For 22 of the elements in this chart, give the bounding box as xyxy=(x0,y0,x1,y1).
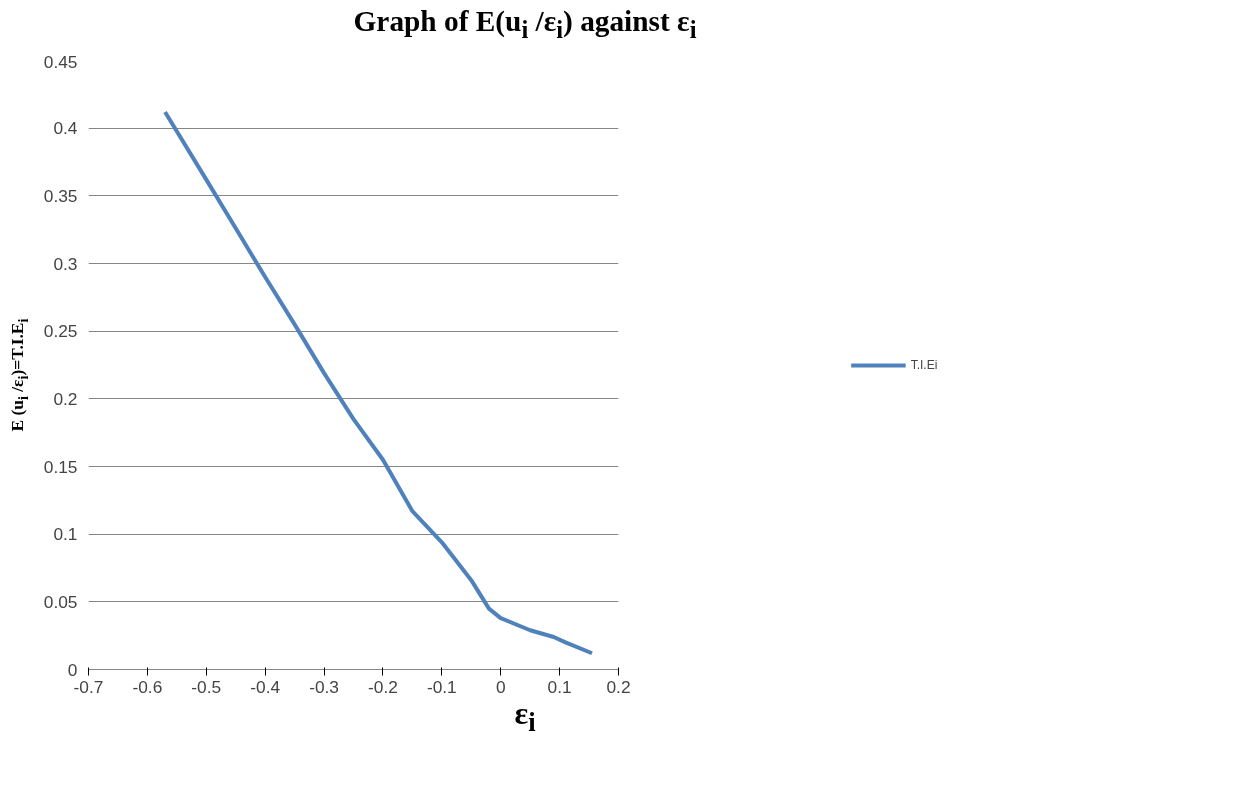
y-tick-label: 0.15 xyxy=(43,456,78,477)
x-tick-label: -0.1 xyxy=(426,676,457,697)
x-axis-title: ε$_{i}$ xyxy=(513,695,537,739)
x-tick-label: -0.4 xyxy=(250,676,281,697)
y-tick-label: 0.4 xyxy=(53,118,78,139)
x-tick-label: -0.5 xyxy=(191,676,222,697)
line-series xyxy=(163,109,594,656)
x-tick-label: 0 xyxy=(495,676,506,697)
y-tick-label: 0.45 xyxy=(43,51,78,72)
chart-title: Graph of E(u$_{i}$ /ε$_{i}$) against ε$_{i}$ xyxy=(352,5,698,44)
x-tick-label: 0.2 xyxy=(606,676,631,697)
y-tick-label: 0.35 xyxy=(43,185,78,206)
y-tick-label: 0.2 xyxy=(53,388,78,409)
y-tick-label: 0.1 xyxy=(53,524,78,545)
y-tick-label: 0.25 xyxy=(43,321,78,342)
y-tick-label: 0.05 xyxy=(43,591,78,612)
x-tick-label: -0.6 xyxy=(132,676,163,697)
x-tick-label: 0.1 xyxy=(547,676,572,697)
x-tick-label: -0.3 xyxy=(309,676,339,697)
legend-label: T.I.Ei xyxy=(910,357,938,372)
x-tick-label: -0.2 xyxy=(368,676,398,697)
y-tick-label: 0.3 xyxy=(53,253,78,274)
